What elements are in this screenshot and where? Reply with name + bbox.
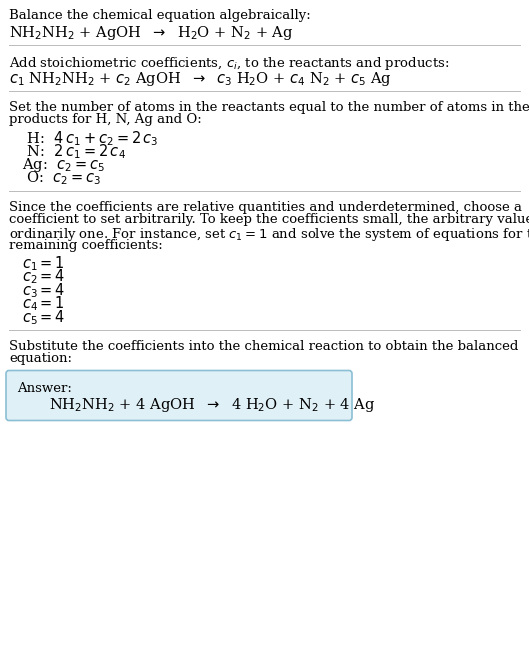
- Text: Set the number of atoms in the reactants equal to the number of atoms in the: Set the number of atoms in the reactants…: [9, 101, 529, 114]
- Text: $c_1 = 1$: $c_1 = 1$: [22, 254, 65, 272]
- Text: remaining coefficients:: remaining coefficients:: [9, 239, 163, 252]
- Text: $c_2 = 4$: $c_2 = 4$: [22, 267, 66, 286]
- Text: N:  $2\,c_1 = 2\,c_4$: N: $2\,c_1 = 2\,c_4$: [22, 142, 126, 161]
- Text: ordinarily one. For instance, set $c_1 = 1$ and solve the system of equations fo: ordinarily one. For instance, set $c_1 =…: [9, 226, 529, 243]
- Text: Add stoichiometric coefficients, $c_i$, to the reactants and products:: Add stoichiometric coefficients, $c_i$, …: [9, 55, 449, 72]
- Text: coefficient to set arbitrarily. To keep the coefficients small, the arbitrary va: coefficient to set arbitrarily. To keep …: [9, 214, 529, 226]
- Text: H:  $4\,c_1 + c_2 = 2\,c_3$: H: $4\,c_1 + c_2 = 2\,c_3$: [22, 129, 159, 148]
- Text: O:  $c_2 = c_3$: O: $c_2 = c_3$: [22, 170, 102, 187]
- Text: NH$_2$NH$_2$ + 4 AgOH  $\rightarrow$  4 H$_2$O + N$_2$ + 4 Ag: NH$_2$NH$_2$ + 4 AgOH $\rightarrow$ 4 H$…: [49, 396, 376, 414]
- Text: Answer:: Answer:: [17, 382, 72, 395]
- Text: Since the coefficients are relative quantities and underdetermined, choose a: Since the coefficients are relative quan…: [9, 201, 522, 214]
- Text: NH$_2$NH$_2$ + AgOH  $\rightarrow$  H$_2$O + N$_2$ + Ag: NH$_2$NH$_2$ + AgOH $\rightarrow$ H$_2$O…: [9, 25, 294, 43]
- Text: equation:: equation:: [9, 352, 72, 365]
- FancyBboxPatch shape: [6, 371, 352, 421]
- Text: $c_1$ NH$_2$NH$_2$ + $c_2$ AgOH  $\rightarrow$  $c_3$ H$_2$O + $c_4$ N$_2$ + $c_: $c_1$ NH$_2$NH$_2$ + $c_2$ AgOH $\righta…: [9, 71, 392, 89]
- Text: $c_4 = 1$: $c_4 = 1$: [22, 294, 65, 313]
- Text: $c_5 = 4$: $c_5 = 4$: [22, 308, 66, 327]
- Text: $c_3 = 4$: $c_3 = 4$: [22, 281, 66, 300]
- Text: Substitute the coefficients into the chemical reaction to obtain the balanced: Substitute the coefficients into the che…: [9, 340, 518, 353]
- Text: Ag:  $c_2 = c_5$: Ag: $c_2 = c_5$: [22, 156, 105, 174]
- Text: Balance the chemical equation algebraically:: Balance the chemical equation algebraica…: [9, 9, 311, 22]
- Text: products for H, N, Ag and O:: products for H, N, Ag and O:: [9, 113, 202, 127]
